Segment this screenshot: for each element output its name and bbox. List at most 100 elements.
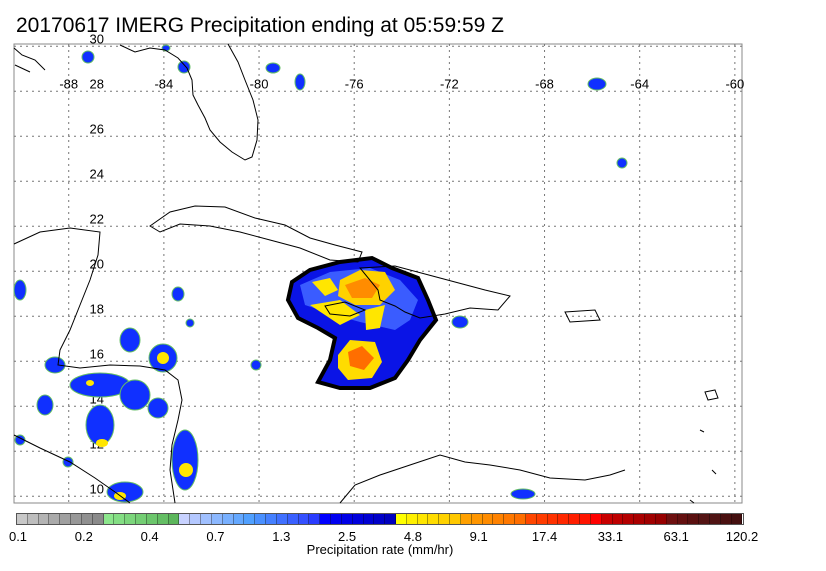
colorbar-swatch xyxy=(320,514,332,524)
lat-label: 10 xyxy=(89,481,103,496)
colorbar-swatch xyxy=(677,514,689,524)
colorbar-swatch xyxy=(655,514,667,524)
colorbar-swatch xyxy=(190,514,202,524)
colorbar-swatch xyxy=(157,514,169,524)
colorbar-label: 0.4 xyxy=(140,529,159,544)
colorbar-swatch xyxy=(211,514,223,524)
lat-label: 22 xyxy=(89,211,103,226)
colorbar-swatch xyxy=(255,514,267,524)
colorbar-swatch xyxy=(471,514,483,524)
lon-label: -88 xyxy=(59,76,78,91)
colorbar-swatch xyxy=(601,514,613,524)
colorbar-swatch xyxy=(125,514,137,524)
colorbar-label: 120.2 xyxy=(725,529,759,544)
precipitation-map: -88 -84 -80 -76 -72 -68 -64 -60 30 28 26 24 22 20 18 16… xyxy=(13,31,744,504)
colorbar-swatch xyxy=(363,514,375,524)
colorbar-label: 0.7 xyxy=(206,529,225,544)
colorbar-swatch xyxy=(645,514,656,524)
colorbar-label: 33.1 xyxy=(597,529,624,544)
lat-label: 16 xyxy=(89,346,103,361)
colorbar-swatch xyxy=(201,514,212,524)
colorbar-label: 63.1 xyxy=(663,529,689,544)
lon-label: -68 xyxy=(535,76,554,91)
precip-intense-cell xyxy=(348,346,374,370)
colorbar-swatch xyxy=(710,514,721,524)
colorbar-swatch xyxy=(688,514,700,524)
colorbar-swatch xyxy=(168,514,180,524)
colorbar-swatch xyxy=(417,514,429,524)
colorbar-title: Precipitation rate (mm/hr) xyxy=(306,542,454,557)
colorbar-swatch xyxy=(699,514,710,524)
coast-florida xyxy=(119,43,259,161)
lon-label: -60 xyxy=(725,76,744,91)
colorbar-swatch xyxy=(233,514,245,524)
colorbar-swatch xyxy=(266,514,277,524)
colorbar-swatch xyxy=(525,514,537,524)
coast-jamaica xyxy=(324,301,367,317)
colorbar-swatch xyxy=(38,514,50,524)
coast-central-america xyxy=(13,227,183,504)
colorbar-swatch xyxy=(482,514,494,524)
colorbar-swatch xyxy=(27,514,39,524)
colorbar xyxy=(16,513,744,525)
lon-label: -84 xyxy=(154,76,173,91)
colorbar-swatch xyxy=(222,514,234,524)
colorbar-swatch xyxy=(17,514,28,524)
coast-puerto-rico xyxy=(564,309,601,323)
colorbar-swatch xyxy=(309,514,321,524)
colorbar-swatch xyxy=(580,514,591,524)
colorbar-swatch xyxy=(460,514,472,524)
colorbar-swatch xyxy=(341,514,353,524)
colorbar-label: 1.3 xyxy=(272,529,291,544)
lat-label: 26 xyxy=(89,121,103,136)
colorbar-swatch xyxy=(71,514,82,524)
colorbar-swatch xyxy=(352,514,364,524)
colorbar-swatch xyxy=(634,514,646,524)
colorbar-swatch xyxy=(287,514,299,524)
colorbar-swatch xyxy=(81,514,93,524)
colorbar-swatch xyxy=(179,514,191,524)
colorbar-swatch xyxy=(590,514,602,524)
colorbar-swatch xyxy=(136,514,147,524)
colorbar-swatch xyxy=(450,514,461,524)
lon-label: -76 xyxy=(345,76,364,91)
lon-label: -64 xyxy=(630,76,649,91)
colorbar-swatch xyxy=(569,514,581,524)
lat-label: 30 xyxy=(89,31,103,46)
colorbar-swatch xyxy=(60,514,72,524)
precipitation-field xyxy=(13,44,628,503)
colorbar-swatch xyxy=(92,514,104,524)
colorbar-swatch xyxy=(547,514,559,524)
coast-cuba xyxy=(149,205,363,263)
colorbar-swatch xyxy=(623,514,635,524)
lon-label: -80 xyxy=(250,76,269,91)
colorbar-swatch xyxy=(374,514,386,524)
colorbar-label: 0.2 xyxy=(74,529,93,544)
colorbar-swatch xyxy=(493,514,505,524)
coast-lesser-antilles xyxy=(689,389,719,504)
colorbar-label: 9.1 xyxy=(469,529,488,544)
colorbar-label: 2.5 xyxy=(338,529,357,544)
coastlines xyxy=(13,43,719,504)
colorbar-swatch xyxy=(244,514,256,524)
colorbar-swatch xyxy=(298,514,310,524)
precip-intense-cell xyxy=(345,278,380,298)
colorbar-swatch xyxy=(731,514,743,524)
colorbar-swatch xyxy=(385,514,396,524)
colorbar-swatch xyxy=(331,514,342,524)
colorbar-swatch xyxy=(558,514,570,524)
lat-label: 24 xyxy=(89,166,103,181)
coast-south-america xyxy=(339,454,626,504)
precip-heavy-cell xyxy=(365,305,385,330)
coast-gulf xyxy=(13,47,46,73)
colorbar-label: 17.4 xyxy=(531,529,558,544)
map-title: 20170617 IMERG Precipitation ending at 0… xyxy=(16,14,504,37)
coast-pacific xyxy=(13,434,131,504)
precip-heavy-cell xyxy=(310,300,360,325)
colorbar-swatch xyxy=(536,514,548,524)
colorbar-swatch xyxy=(666,514,678,524)
lat-label: 20 xyxy=(89,256,103,271)
colorbar-label: 4.8 xyxy=(403,529,422,544)
colorbar-swatch xyxy=(406,514,418,524)
colorbar-swatch xyxy=(49,514,61,524)
